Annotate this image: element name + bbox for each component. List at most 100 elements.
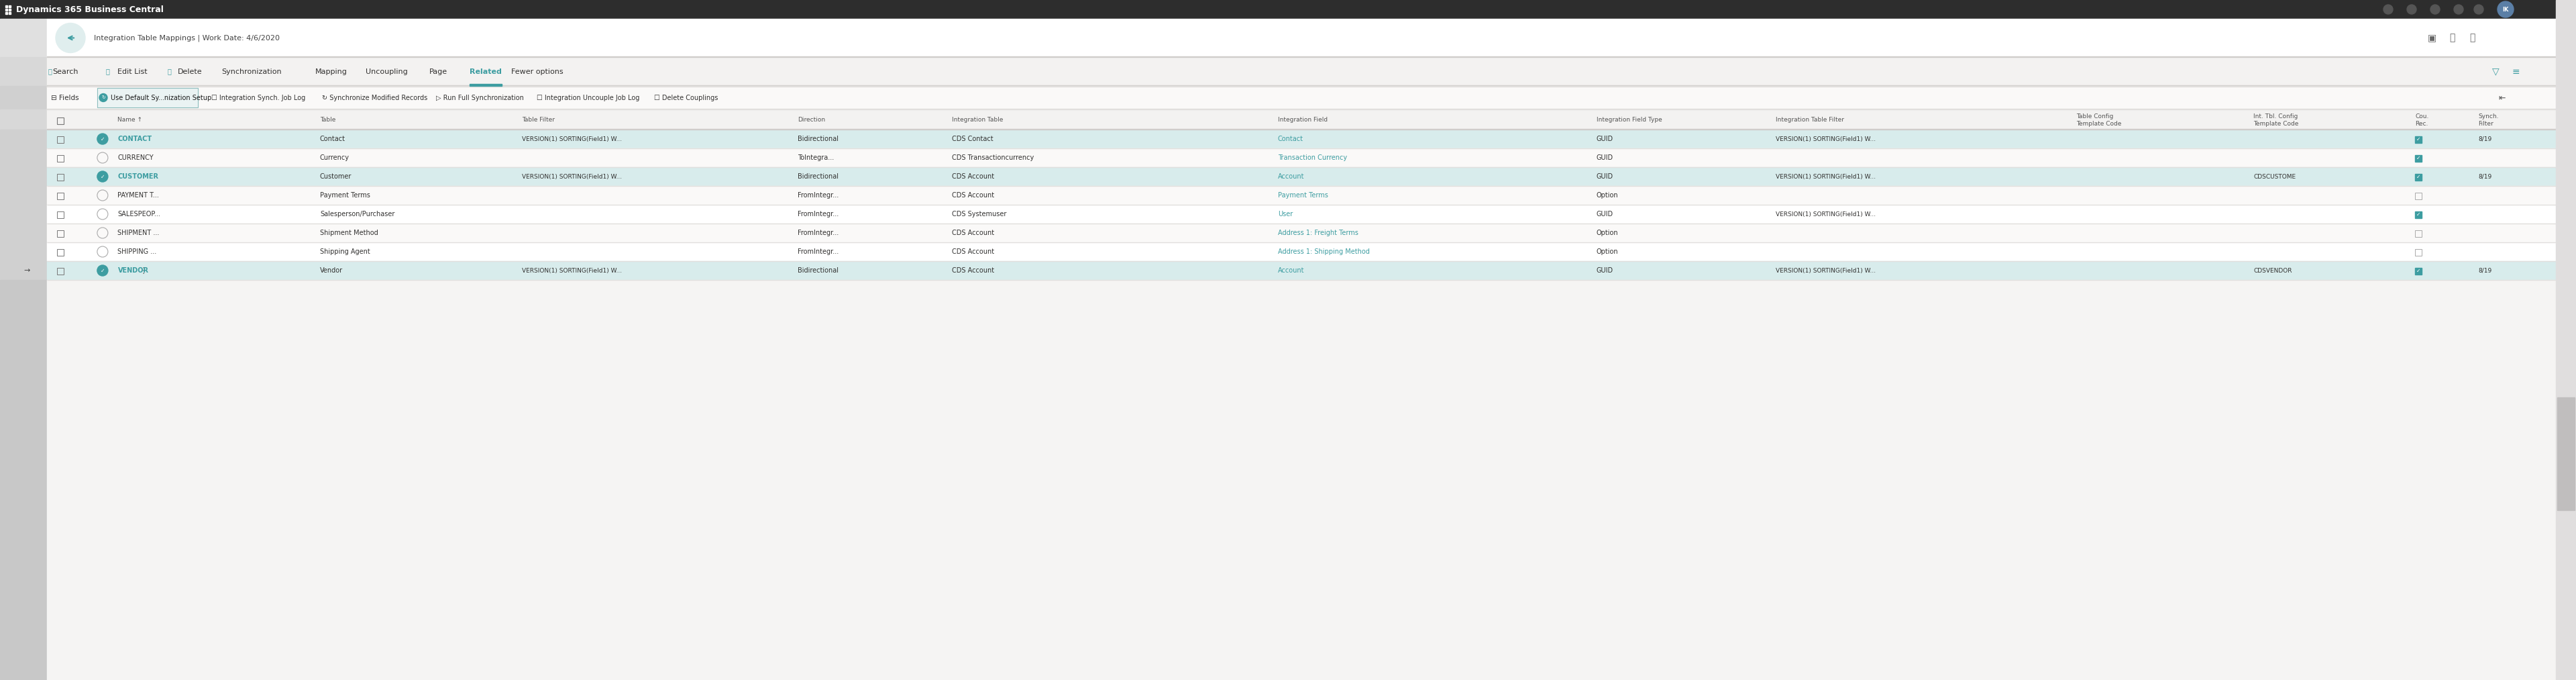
Text: Name ↑: Name ↑ <box>118 116 142 122</box>
Bar <box>46 205 2576 224</box>
Text: Account: Account <box>1278 173 1303 180</box>
Text: VERSION(1) SORTING(Field1) W...: VERSION(1) SORTING(Field1) W... <box>1775 136 1875 142</box>
Text: 🔍: 🔍 <box>49 68 52 75</box>
Text: CDS Account: CDS Account <box>951 230 994 236</box>
Circle shape <box>2473 5 2483 14</box>
Text: ↻ Synchronize Modified Records: ↻ Synchronize Modified Records <box>322 95 428 101</box>
Text: VERSION(1) SORTING(Field1) W...: VERSION(1) SORTING(Field1) W... <box>523 267 623 273</box>
Text: Option: Option <box>1597 192 1618 199</box>
Text: ▷ Run Full Synchronization: ▷ Run Full Synchronization <box>435 95 523 101</box>
Bar <box>2416 192 2421 199</box>
Text: GUID: GUID <box>1597 154 1613 161</box>
Circle shape <box>2429 5 2439 14</box>
Text: ↻: ↻ <box>100 96 106 100</box>
Circle shape <box>2499 1 2514 18</box>
Text: Mapping: Mapping <box>314 68 348 75</box>
Text: Synch.: Synch. <box>2478 114 2499 120</box>
Bar <box>57 192 64 199</box>
Text: Integration Table Mappings | Work Date: 4/6/2020: Integration Table Mappings | Work Date: … <box>93 35 281 41</box>
Text: Related: Related <box>469 68 502 75</box>
Text: ☐ Integration Uncouple Job Log: ☐ Integration Uncouple Job Log <box>536 95 639 101</box>
Text: ✓: ✓ <box>2416 267 2421 273</box>
Bar <box>46 242 2576 261</box>
Text: VERSION(1) SORTING(Field1) W...: VERSION(1) SORTING(Field1) W... <box>523 136 623 142</box>
Text: VERSION(1) SORTING(Field1) W...: VERSION(1) SORTING(Field1) W... <box>1775 173 1875 180</box>
Bar <box>57 249 64 256</box>
Text: Int. Tbl. Config: Int. Tbl. Config <box>2254 114 2298 120</box>
Text: ✓: ✓ <box>2416 136 2421 142</box>
Bar <box>46 86 2576 109</box>
Text: Address 1: Shipping Method: Address 1: Shipping Method <box>1278 248 1370 255</box>
Text: ▽: ▽ <box>2491 67 2499 76</box>
Bar <box>2416 268 2421 275</box>
Text: 📋: 📋 <box>106 68 111 75</box>
Text: VERSION(1) SORTING(Field1) W...: VERSION(1) SORTING(Field1) W... <box>1775 211 1875 217</box>
Bar <box>46 57 2576 86</box>
Text: →: → <box>23 267 31 274</box>
Text: Direction: Direction <box>799 116 824 122</box>
Text: ⧉: ⧉ <box>2450 33 2455 43</box>
Text: Customer: Customer <box>319 173 353 180</box>
Text: Table: Table <box>319 116 335 122</box>
Text: Edit List: Edit List <box>118 68 147 75</box>
Circle shape <box>2455 5 2463 14</box>
Bar <box>98 88 198 107</box>
Text: User: User <box>1278 211 1293 218</box>
Text: Integration Table: Integration Table <box>951 116 1002 122</box>
Text: CDS Contact: CDS Contact <box>951 135 994 142</box>
Bar <box>2416 136 2421 143</box>
Bar <box>2416 174 2421 181</box>
Bar <box>0 148 46 167</box>
Text: 8/19: 8/19 <box>2478 173 2491 180</box>
Bar <box>0 109 46 680</box>
Text: Table Filter: Table Filter <box>523 116 554 122</box>
Text: VERSION(1) SORTING(Field1) W...: VERSION(1) SORTING(Field1) W... <box>1775 267 1875 273</box>
Text: ⇤: ⇤ <box>2499 93 2506 102</box>
Text: FromIntegr...: FromIntegr... <box>799 248 840 255</box>
Bar <box>57 155 64 162</box>
Text: Payment Terms: Payment Terms <box>319 192 371 199</box>
Text: SHIPMENT ...: SHIPMENT ... <box>118 230 160 236</box>
Text: FromIntegr...: FromIntegr... <box>799 230 840 236</box>
Text: CURRENCY: CURRENCY <box>118 154 155 161</box>
Text: Currency: Currency <box>319 154 350 161</box>
Text: ☐ Integration Synch. Job Log: ☐ Integration Synch. Job Log <box>211 95 307 101</box>
Bar <box>2416 155 2421 162</box>
Bar <box>0 186 46 205</box>
Text: CDSCUSTOME: CDSCUSTOME <box>2254 173 2295 180</box>
Text: ≡: ≡ <box>2512 67 2519 76</box>
Text: CDS Systemuser: CDS Systemuser <box>951 211 1007 218</box>
Text: 🗑: 🗑 <box>167 68 173 75</box>
Text: SALESPEOP...: SALESPEOP... <box>118 211 160 218</box>
Text: Cou.: Cou. <box>2416 114 2429 120</box>
Text: Shipment Method: Shipment Method <box>319 230 379 236</box>
Text: Filter: Filter <box>2478 120 2494 126</box>
Text: FromIntegr...: FromIntegr... <box>799 192 840 199</box>
Text: CDS Account: CDS Account <box>951 248 994 255</box>
Bar <box>57 118 64 124</box>
Text: Use Default Sy...nization Setup: Use Default Sy...nization Setup <box>111 95 211 101</box>
Bar <box>2416 231 2421 237</box>
Text: Search: Search <box>52 68 77 75</box>
Bar <box>0 19 46 57</box>
Bar <box>46 148 2576 167</box>
Text: GUID: GUID <box>1597 173 1613 180</box>
Text: Page: Page <box>430 68 448 75</box>
Bar <box>2555 0 2576 680</box>
Text: Contact: Contact <box>319 135 345 142</box>
Circle shape <box>98 265 108 276</box>
Bar <box>0 167 46 186</box>
Circle shape <box>98 133 108 144</box>
Text: ✓: ✓ <box>100 136 106 142</box>
Bar <box>46 224 2576 242</box>
Text: Salesperson/Purchaser: Salesperson/Purchaser <box>319 211 394 218</box>
Text: Integration Field: Integration Field <box>1278 116 1327 122</box>
Text: VERSION(1) SORTING(Field1) W...: VERSION(1) SORTING(Field1) W... <box>523 173 623 180</box>
Text: Delete: Delete <box>178 68 204 75</box>
Bar <box>46 19 2576 57</box>
Bar <box>57 231 64 237</box>
Text: 8/19: 8/19 <box>2478 267 2491 273</box>
Text: Vendor: Vendor <box>319 267 343 274</box>
Bar <box>46 280 2576 680</box>
Text: CDSVENDOR: CDSVENDOR <box>2254 267 2293 273</box>
